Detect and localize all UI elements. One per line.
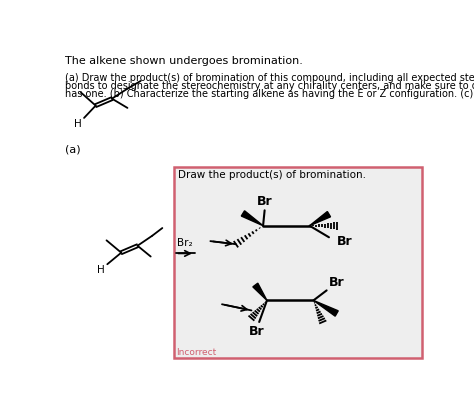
Text: Br: Br (249, 325, 264, 338)
Text: Br₂: Br₂ (177, 238, 192, 248)
Polygon shape (313, 301, 338, 316)
Polygon shape (310, 212, 330, 226)
Polygon shape (253, 283, 267, 301)
Text: H: H (97, 265, 105, 275)
Bar (174, 167, 422, 358)
Text: Draw the product(s) of bromination.: Draw the product(s) of bromination. (178, 170, 366, 179)
Text: Br: Br (257, 195, 273, 208)
Text: has one. (b) Characterize the starting alkene as having the E or Z configuration: has one. (b) Characterize the starting a… (65, 89, 474, 99)
Text: Br: Br (337, 234, 352, 247)
Text: Incorrect: Incorrect (176, 348, 217, 357)
Text: Br: Br (329, 276, 345, 289)
Text: (a): (a) (65, 145, 81, 155)
Text: The alkene shown undergoes bromination.: The alkene shown undergoes bromination. (65, 56, 303, 66)
Polygon shape (241, 211, 263, 226)
Text: H: H (74, 119, 82, 129)
Text: bonds to designate the stereochemistry at any chirality centers, and make sure t: bonds to designate the stereochemistry a… (65, 81, 474, 91)
Text: (a) Draw the product(s) of bromination of this compound, including all expected : (a) Draw the product(s) of bromination o… (65, 73, 474, 83)
